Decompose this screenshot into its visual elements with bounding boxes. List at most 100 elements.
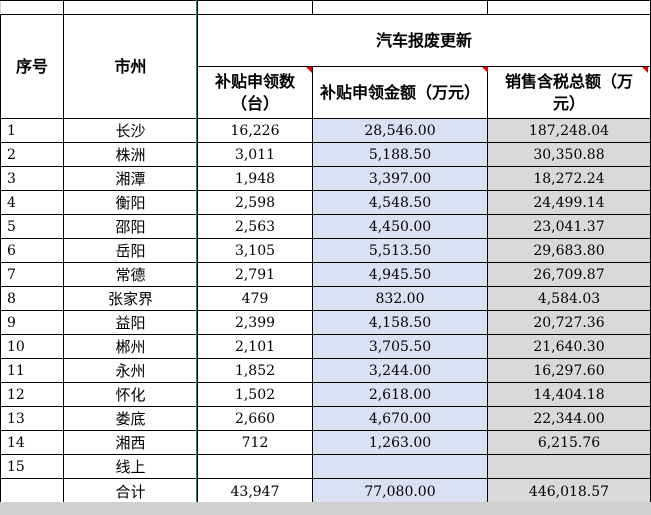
seq-cell[interactable]: 14: [0, 430, 64, 455]
comment-indicator-icon[interactable]: [642, 67, 648, 73]
comment-indicator-icon[interactable]: [482, 67, 488, 73]
city-cell[interactable]: 湘潭: [63, 166, 198, 191]
seq-cell[interactable]: [0, 478, 64, 505]
cell[interactable]: [63, 0, 198, 15]
total-tax-cell[interactable]: 446,018.57: [487, 478, 651, 505]
comment-indicator-icon[interactable]: [306, 67, 312, 73]
count-cell[interactable]: 479: [197, 286, 313, 311]
count-cell[interactable]: 2,598: [197, 190, 313, 215]
count-cell[interactable]: 1,502: [197, 382, 313, 407]
tax-cell[interactable]: 4,584.03: [487, 286, 651, 311]
count-cell[interactable]: 2,660: [197, 406, 313, 431]
seq-cell[interactable]: 9: [0, 310, 64, 335]
city-cell[interactable]: 娄底: [63, 406, 198, 431]
tax-cell[interactable]: 187,248.04: [487, 118, 651, 143]
count-cell[interactable]: 16,226: [197, 118, 313, 143]
city-header[interactable]: 市州: [63, 14, 198, 119]
count-cell[interactable]: 2,399: [197, 310, 313, 335]
city-cell[interactable]: 怀化: [63, 382, 198, 407]
amount-cell[interactable]: 4,945.50: [312, 262, 488, 287]
seq-cell[interactable]: 1: [0, 118, 64, 143]
seq-cell[interactable]: 13: [0, 406, 64, 431]
count-cell[interactable]: 712: [197, 430, 313, 455]
tax-cell[interactable]: 26,709.87: [487, 262, 651, 287]
table-row: 15 线上: [0, 454, 651, 479]
count-cell[interactable]: 1,852: [197, 358, 313, 383]
table-row: 14 湘西 712 1,263.00 6,215.76: [0, 430, 651, 455]
total-row: 合计 43,947 77,080.00 446,018.57: [0, 478, 651, 505]
city-cell[interactable]: 郴州: [63, 334, 198, 359]
seq-cell[interactable]: 6: [0, 238, 64, 263]
city-cell[interactable]: 益阳: [63, 310, 198, 335]
seq-cell[interactable]: 2: [0, 142, 64, 167]
cell[interactable]: [312, 0, 488, 15]
count-cell[interactable]: 1,948: [197, 166, 313, 191]
tax-cell[interactable]: 24,499.14: [487, 190, 651, 215]
amount-cell[interactable]: 1,263.00: [312, 430, 488, 455]
city-cell[interactable]: 株洲: [63, 142, 198, 167]
seq-cell[interactable]: 15: [0, 454, 64, 479]
city-cell[interactable]: 张家界: [63, 286, 198, 311]
amount-header[interactable]: 补贴申领金额（万元）: [312, 66, 488, 119]
count-cell[interactable]: 2,101: [197, 334, 313, 359]
amount-cell[interactable]: 3,244.00: [312, 358, 488, 383]
city-cell[interactable]: 线上: [63, 454, 198, 479]
amount-cell[interactable]: 4,548.50: [312, 190, 488, 215]
seq-cell[interactable]: 3: [0, 166, 64, 191]
count-cell[interactable]: 2,563: [197, 214, 313, 239]
amount-cell[interactable]: 4,670.00: [312, 406, 488, 431]
cell[interactable]: [0, 0, 64, 15]
cell[interactable]: [487, 0, 651, 15]
total-count-cell[interactable]: 43,947: [197, 478, 313, 505]
city-cell[interactable]: 岳阳: [63, 238, 198, 263]
seq-cell[interactable]: 11: [0, 358, 64, 383]
city-cell[interactable]: 邵阳: [63, 214, 198, 239]
seq-cell[interactable]: 8: [0, 286, 64, 311]
amount-cell[interactable]: 5,513.50: [312, 238, 488, 263]
amount-cell[interactable]: 5,188.50: [312, 142, 488, 167]
count-cell[interactable]: [197, 454, 313, 479]
amount-cell[interactable]: 3,705.50: [312, 334, 488, 359]
tax-cell[interactable]: 30,350.88: [487, 142, 651, 167]
seq-header[interactable]: 序号: [0, 14, 64, 119]
seq-cell[interactable]: 7: [0, 262, 64, 287]
city-cell[interactable]: 长沙: [63, 118, 198, 143]
amount-cell[interactable]: 28,546.00: [312, 118, 488, 143]
table-row: 13 娄底 2,660 4,670.00 22,344.00: [0, 406, 651, 431]
seq-cell[interactable]: 5: [0, 214, 64, 239]
group-title-header[interactable]: 汽车报废更新: [197, 14, 651, 67]
tax-cell[interactable]: 16,297.60: [487, 358, 651, 383]
amount-cell[interactable]: 832.00: [312, 286, 488, 311]
tax-cell[interactable]: 21,640.30: [487, 334, 651, 359]
seq-cell[interactable]: 12: [0, 382, 64, 407]
count-header[interactable]: 补贴申领数（台）: [197, 66, 313, 119]
amount-cell[interactable]: 4,158.50: [312, 310, 488, 335]
tax-cell[interactable]: 22,344.00: [487, 406, 651, 431]
seq-cell[interactable]: 4: [0, 190, 64, 215]
city-cell[interactable]: 湘西: [63, 430, 198, 455]
city-cell[interactable]: 衡阳: [63, 190, 198, 215]
tax-header[interactable]: 销售含税总额（万元）: [487, 66, 651, 119]
cell[interactable]: [197, 0, 313, 15]
tax-cell[interactable]: 18,272.24: [487, 166, 651, 191]
total-label[interactable]: 合计: [63, 478, 198, 505]
amount-cell[interactable]: 2,618.00: [312, 382, 488, 407]
total-amount-cell[interactable]: 77,080.00: [312, 478, 488, 505]
tax-cell[interactable]: [487, 454, 651, 479]
seq-cell[interactable]: 10: [0, 334, 64, 359]
city-cell[interactable]: 常德: [63, 262, 198, 287]
count-cell[interactable]: 3,105: [197, 238, 313, 263]
amount-cell[interactable]: 3,397.00: [312, 166, 488, 191]
tax-cell[interactable]: 23,041.37: [487, 214, 651, 239]
count-cell[interactable]: 2,791: [197, 262, 313, 287]
count-cell[interactable]: 3,011: [197, 142, 313, 167]
sheet-bottom-band: [0, 502, 651, 515]
amount-cell[interactable]: [312, 454, 488, 479]
tax-cell[interactable]: 14,404.18: [487, 382, 651, 407]
tax-cell[interactable]: 6,215.76: [487, 430, 651, 455]
tax-cell[interactable]: 20,727.36: [487, 310, 651, 335]
tax-cell[interactable]: 29,683.80: [487, 238, 651, 263]
amount-cell[interactable]: 4,450.00: [312, 214, 488, 239]
table-row: 3 湘潭 1,948 3,397.00 18,272.24: [0, 166, 651, 191]
city-cell[interactable]: 永州: [63, 358, 198, 383]
